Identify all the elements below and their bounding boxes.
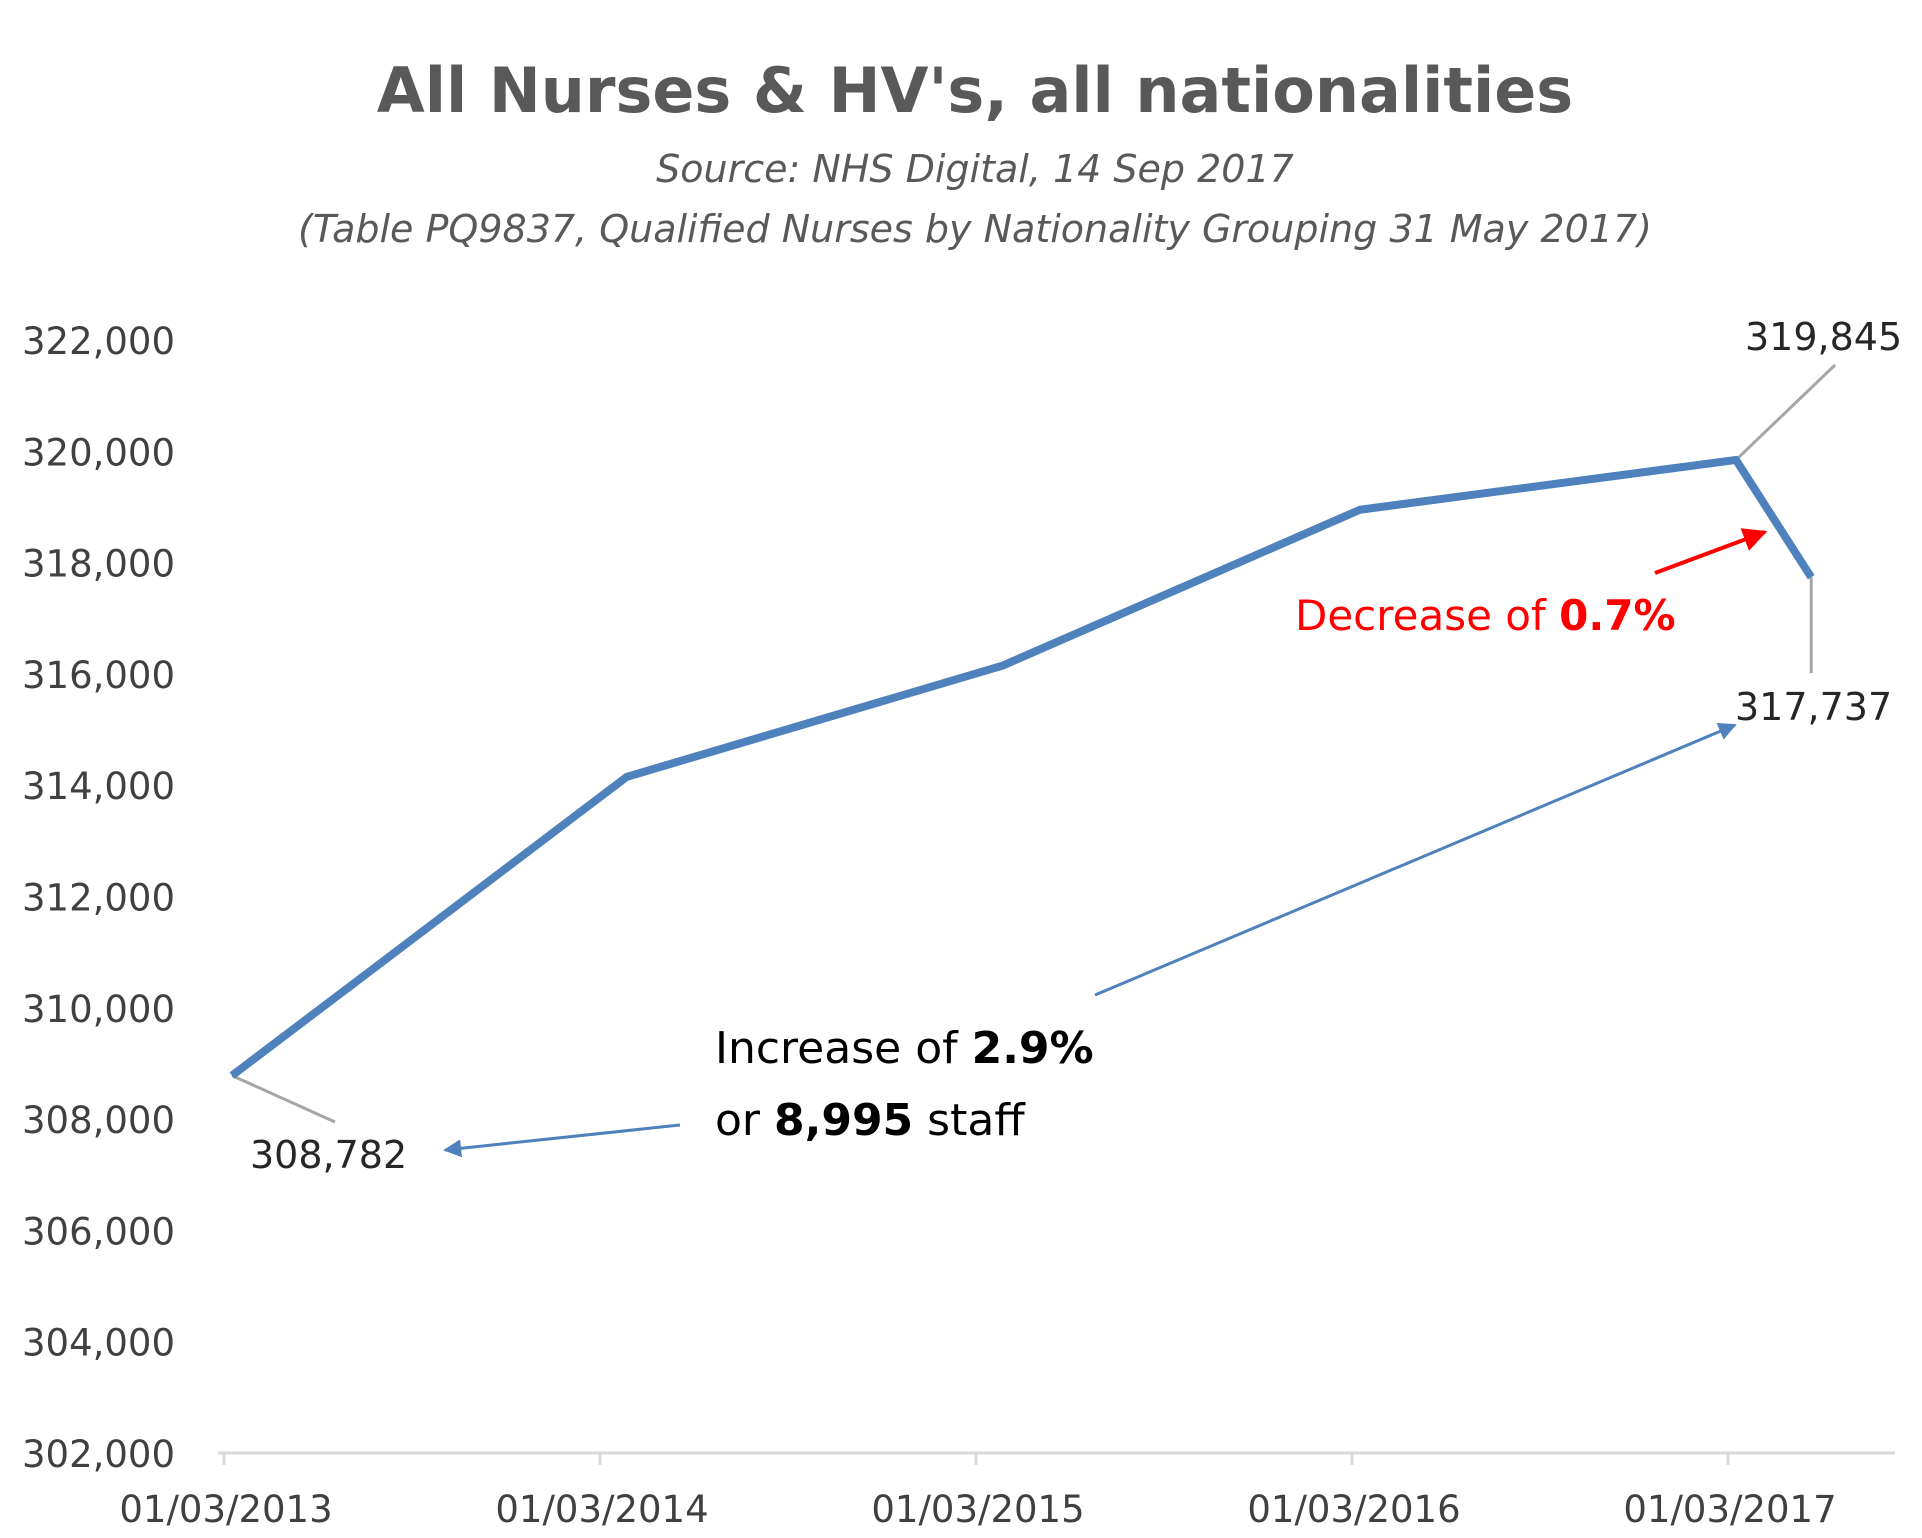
x-tick-label: 01/03/2014	[495, 1488, 708, 1531]
increase-arrow-up	[1094, 723, 1737, 997]
increase-or: or	[715, 1095, 774, 1146]
decrease-arrow	[1654, 528, 1768, 575]
increase-staff-count: 8,995	[774, 1095, 913, 1146]
y-tick-label: 304,000	[22, 1322, 175, 1365]
annotations: Decrease of 0.7% Increase of 2.9% or 8,9…	[443, 528, 1768, 1158]
y-tick-label: 314,000	[22, 765, 175, 808]
y-tick-label: 306,000	[22, 1210, 175, 1253]
leader-lines	[231, 363, 1837, 1124]
increase-percent: 2.9%	[972, 1023, 1094, 1074]
increase-annotation-line1: Increase of 2.9%	[715, 1023, 1094, 1074]
increase-staff-suffix: staff	[913, 1095, 1026, 1146]
decrease-value: 0.7%	[1559, 591, 1675, 640]
leader-start	[231, 1074, 336, 1124]
decrease-prefix: Decrease of	[1295, 591, 1559, 640]
x-axis: 01/03/2013 01/03/2014 01/03/2015 01/03/2016…	[119, 1451, 1895, 1531]
data-label-start: 308,782	[250, 1133, 407, 1177]
y-tick-label: 308,000	[22, 1099, 175, 1142]
y-tick-label: 310,000	[22, 988, 175, 1031]
data-labels: 308,782 319,845 317,737	[250, 315, 1902, 1177]
chart-subtitle-table: (Table PQ9837, Qualified Nurses by Natio…	[298, 207, 1652, 251]
y-tick-label: 312,000	[22, 877, 175, 920]
decrease-annotation: Decrease of 0.7%	[1295, 591, 1676, 640]
y-tick-label: 322,000	[22, 320, 175, 363]
increase-prefix: Increase of	[715, 1023, 972, 1074]
x-tick-label: 01/03/2017	[1623, 1488, 1836, 1531]
leader-peak	[1734, 363, 1837, 462]
series-line	[229, 455, 1815, 1079]
increase-arrow-left	[443, 1123, 681, 1158]
x-tick-label: 01/03/2016	[1247, 1488, 1460, 1531]
y-tick-label: 318,000	[22, 543, 175, 586]
x-tick-label: 01/03/2013	[119, 1488, 332, 1531]
chart-subtitle-source: Source: NHS Digital, 14 Sep 2017	[656, 147, 1294, 191]
y-tick-label: 302,000	[22, 1433, 175, 1476]
series-layer	[229, 455, 1815, 1079]
chart-title: All Nurses & HV's, all nationalities	[377, 54, 1573, 127]
data-label-peak: 319,845	[1745, 315, 1902, 359]
y-tick-label: 320,000	[22, 431, 175, 474]
y-tick-label: 316,000	[22, 654, 175, 697]
y-axis: 302,000 304,000 306,000 308,000 310,000 312,0…	[22, 320, 175, 1476]
x-tick-label: 01/03/2015	[871, 1488, 1084, 1531]
increase-annotation-line2: or 8,995 staff	[715, 1095, 1026, 1146]
data-label-end: 317,737	[1735, 685, 1892, 729]
